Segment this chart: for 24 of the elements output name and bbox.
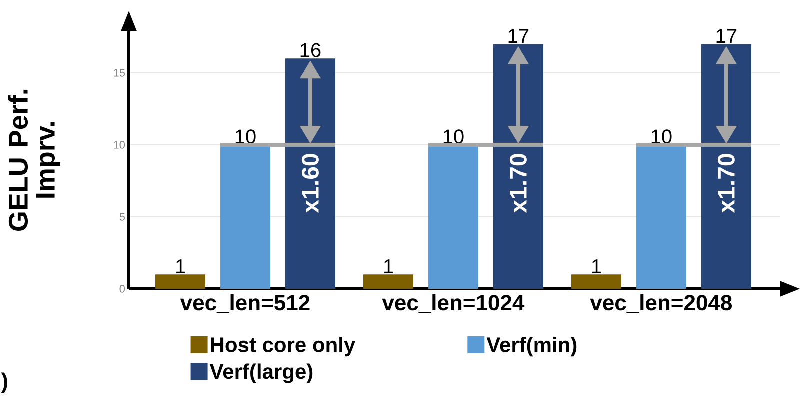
x-tick-label: vec_len=2048 xyxy=(590,294,732,314)
legend-label: Host core only xyxy=(211,337,356,357)
bar xyxy=(571,274,622,289)
data-label: 17 xyxy=(508,29,529,43)
x-tick-label: vec_len=512 xyxy=(180,294,310,314)
y-tick-label: 15 xyxy=(114,69,125,77)
bar xyxy=(155,274,206,289)
data-label: 1 xyxy=(592,260,602,274)
y-tick-label: 0 xyxy=(120,285,126,293)
x-tick-label: vec_len=1024 xyxy=(382,294,525,314)
text: ) xyxy=(1,372,8,394)
data-label: 17 xyxy=(716,29,737,43)
data-label: 1 xyxy=(176,260,186,274)
annotation: x1.60 xyxy=(302,154,319,214)
annotation: x1.70 xyxy=(718,154,735,214)
y-tick-label: 5 xyxy=(120,213,125,221)
data-label: 1 xyxy=(384,260,394,274)
annotation: x1.70 xyxy=(510,154,527,214)
y-axis-title: GELU Perf. Imprv. xyxy=(8,90,60,232)
bar xyxy=(363,274,414,289)
legend-label: Verf(min) xyxy=(486,337,577,357)
legend-label: Verf(large) xyxy=(210,364,313,384)
data-label: 16 xyxy=(300,43,321,58)
y-tick-label: 10 xyxy=(114,141,126,149)
